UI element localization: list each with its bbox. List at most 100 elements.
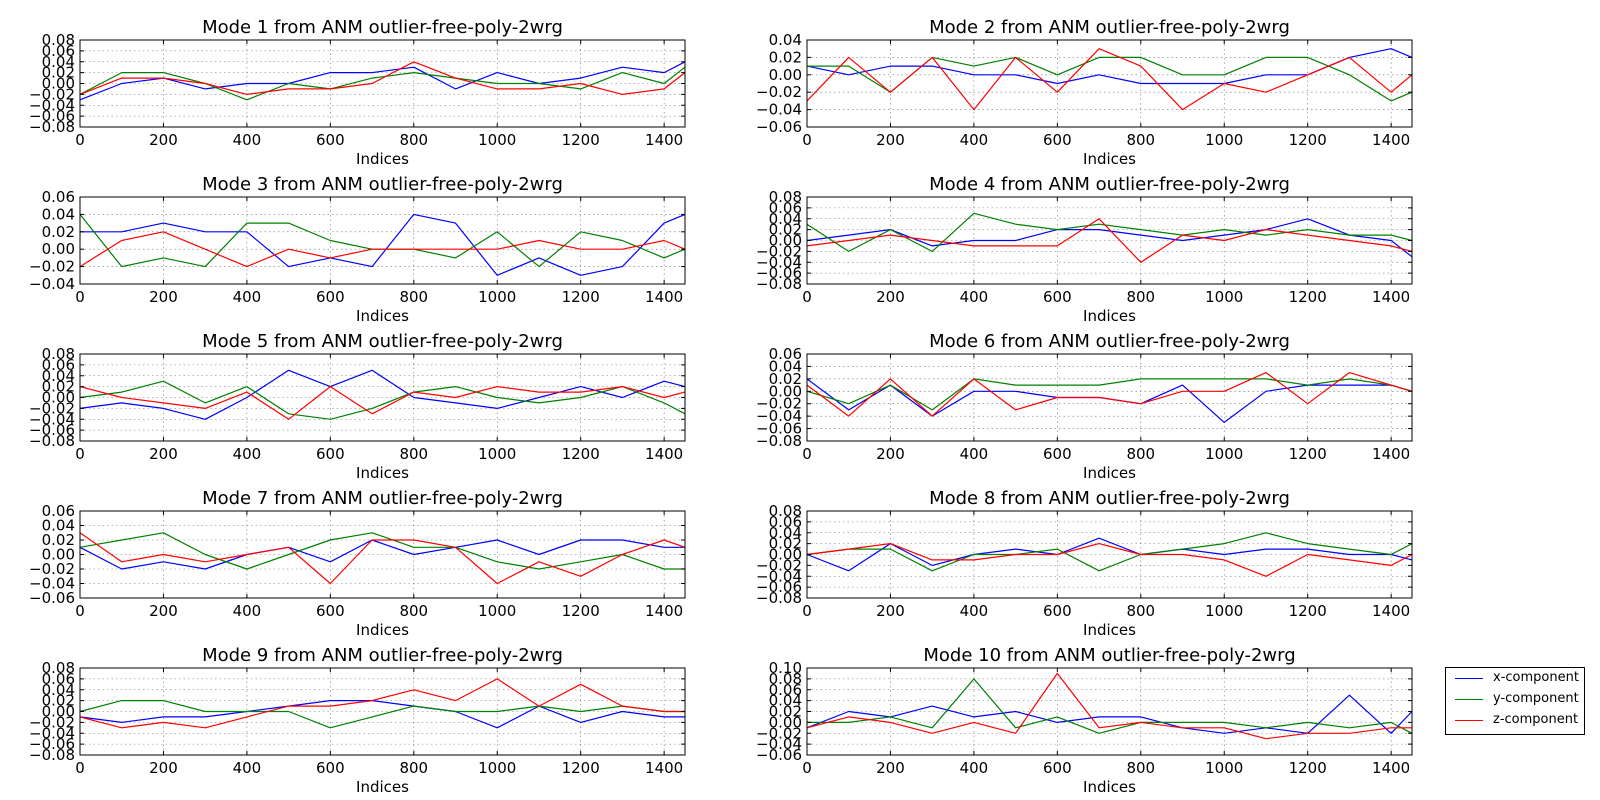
x-tick-label: 400 <box>233 759 262 777</box>
y-tick-label: −0.04 <box>756 567 802 585</box>
x-tick-label: 1400 <box>645 288 683 306</box>
series-line-z-mode-5 <box>79 386 686 420</box>
series-line-x-mode-9 <box>79 699 685 729</box>
y-tick-label: −0.06 <box>756 578 802 596</box>
y-tick-label: −0.06 <box>756 264 802 282</box>
y-tick-label: 0.02 <box>42 378 75 396</box>
x-tick-label: 200 <box>149 602 178 620</box>
x-tick-label: 1000 <box>1205 445 1243 463</box>
x-tick-label: 400 <box>233 602 262 620</box>
y-tick-label: −0.04 <box>29 275 75 293</box>
x-tick-label: 1400 <box>1372 131 1410 149</box>
x-tick-label: 600 <box>316 445 345 463</box>
y-tick-label: −0.08 <box>756 589 802 607</box>
legend-item-z: z-component <box>1446 711 1584 731</box>
y-tick-label: 0.08 <box>769 502 802 520</box>
y-tick-label: 0.06 <box>42 670 75 688</box>
y-tick-label: 0.06 <box>42 502 75 520</box>
series-line-z-mode-4 <box>806 218 1413 263</box>
x-tick-label: 200 <box>876 288 905 306</box>
series-line-z-mode-1 <box>79 61 686 96</box>
x-tick-label: 600 <box>1043 602 1072 620</box>
y-tick-label: 0.06 <box>42 356 75 374</box>
x-tick-label: 800 <box>399 131 428 149</box>
x-tick-label: 400 <box>960 131 989 149</box>
x-tick-label: 1200 <box>1289 602 1327 620</box>
series-line-z-mode-7 <box>79 532 686 585</box>
x-tick-label: 0 <box>802 759 812 777</box>
x-tick-label: 400 <box>960 602 989 620</box>
y-tick-label: 0.02 <box>769 703 802 721</box>
x-axis-label: Indices <box>356 307 409 325</box>
y-tick-label: −0.06 <box>29 589 75 607</box>
x-tick-label: 0 <box>75 759 85 777</box>
legend-swatch-z <box>1455 720 1483 721</box>
legend-swatch-x <box>1455 678 1483 679</box>
x-tick-label: 1400 <box>645 445 683 463</box>
x-tick-label: 200 <box>149 288 178 306</box>
y-tick-label: −0.04 <box>29 410 75 428</box>
y-tick-label: 0.04 <box>769 31 802 49</box>
x-tick-label: 1000 <box>1205 131 1243 149</box>
y-tick-label: 0.04 <box>42 53 75 71</box>
y-tick-label: 0.00 <box>769 546 802 564</box>
y-tick-label: −0.08 <box>29 118 75 136</box>
x-tick-label: 400 <box>960 445 989 463</box>
y-tick-label: −0.04 <box>29 575 75 593</box>
subplot-mode-7: 0 200 400 600 800 1000 1200 1400 −0.06−0.04−0.02… <box>29 488 686 639</box>
x-tick-label: 400 <box>233 445 262 463</box>
x-tick-label: 200 <box>876 602 905 620</box>
x-tick-label: 0 <box>802 602 812 620</box>
y-tick-label: −0.02 <box>29 399 75 417</box>
x-axis-label: Indices <box>1083 621 1136 639</box>
x-tick-label: 800 <box>399 759 428 777</box>
x-tick-label: 0 <box>802 288 812 306</box>
series-line-y-mode-5 <box>79 380 686 420</box>
x-tick-label: 1000 <box>478 602 516 620</box>
x-tick-label: 0 <box>75 288 85 306</box>
y-tick-label: 0.02 <box>769 48 802 66</box>
y-tick-label: −0.06 <box>29 107 75 125</box>
x-tick-label: 800 <box>1126 288 1155 306</box>
y-tick-label: 0.06 <box>769 513 802 531</box>
y-tick-label: −0.08 <box>29 746 75 764</box>
x-tick-label: 1000 <box>1205 759 1243 777</box>
series-line-y-mode-9 <box>79 699 685 729</box>
subplot-mode-3: 0 200 400 600 800 1000 1200 1400−0.04−0.020.000… <box>29 174 686 325</box>
y-tick-label: −0.08 <box>756 275 802 293</box>
chart-title-mode-9: Mode 9 from ANM outlier-free-poly-2wrg <box>202 645 563 666</box>
x-tick-label: 1200 <box>1289 131 1327 149</box>
y-tick-label: −0.02 <box>756 395 802 413</box>
y-tick-label: 0.00 <box>769 66 802 84</box>
series-line-z-mode-2 <box>806 48 1413 111</box>
x-tick-label: 1400 <box>1372 445 1410 463</box>
x-tick-label: 800 <box>1126 445 1155 463</box>
x-tick-label: 0 <box>75 131 85 149</box>
x-tick-label: 200 <box>149 131 178 149</box>
subplot-mode-9: 0 200 400 600 800 1000 1200 1400 −0.08−0.06−0.04… <box>29 645 686 796</box>
series-line-z-mode-6 <box>806 372 1413 417</box>
series-line-x-mode-2 <box>806 48 1413 85</box>
x-tick-label: 800 <box>399 288 428 306</box>
y-tick-label: 0.00 <box>42 75 75 93</box>
x-tick-label: 400 <box>233 288 262 306</box>
subplot-mode-8: 0 200 400 600 800 1000 1200 1400 −0.08−0.06−0.04… <box>756 488 1413 639</box>
y-tick-label: −0.04 <box>756 735 802 753</box>
x-tick-label: 1400 <box>1372 602 1410 620</box>
y-tick-label: −0.06 <box>756 420 802 438</box>
y-tick-label: −0.02 <box>756 556 802 574</box>
y-tick-label: 0.08 <box>769 670 802 688</box>
x-tick-label: 1000 <box>478 131 516 149</box>
y-tick-label: 0.02 <box>769 535 802 553</box>
chart-title-mode-4: Mode 4 from ANM outlier-free-poly-2wrg <box>929 174 1290 195</box>
y-tick-label: 0.04 <box>42 681 75 699</box>
series-line-x-mode-10 <box>806 694 1413 734</box>
series-line-x-mode-7 <box>79 539 685 570</box>
x-axis-label: Indices <box>1083 150 1136 168</box>
x-axis-label: Indices <box>1083 778 1136 796</box>
y-tick-label: −0.02 <box>29 713 75 731</box>
plot-frame <box>79 196 686 285</box>
x-tick-label: 1200 <box>562 445 600 463</box>
x-tick-label: 200 <box>876 759 905 777</box>
chart-title-mode-2: Mode 2 from ANM outlier-free-poly-2wrg <box>929 17 1290 38</box>
